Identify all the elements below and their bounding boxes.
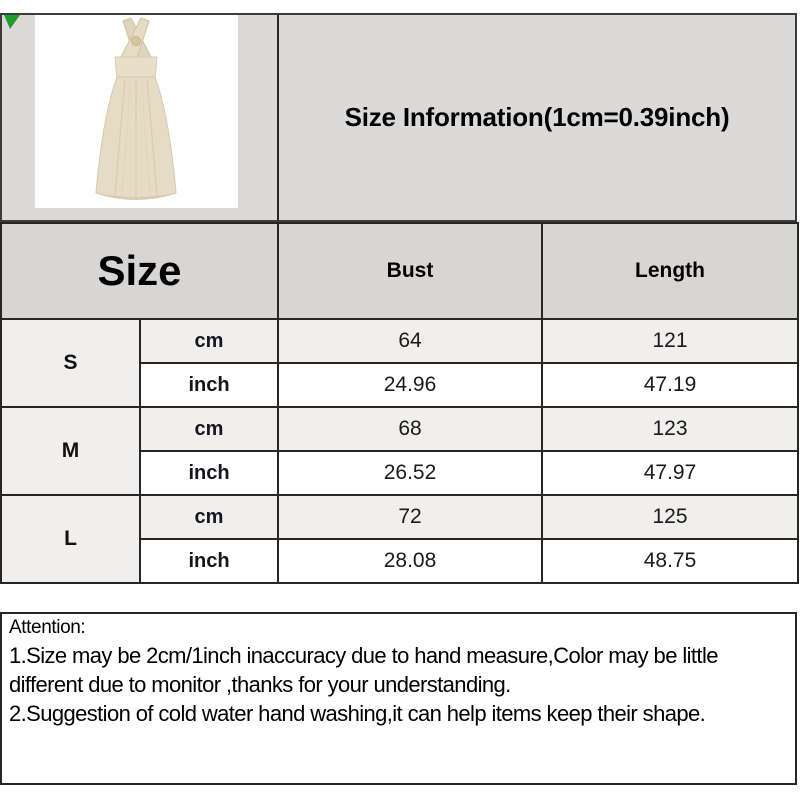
- length-value: 125: [541, 494, 800, 540]
- length-value: 121: [541, 318, 800, 364]
- unit-label: inch: [138, 362, 280, 408]
- table-row: L cm 72 125: [0, 494, 800, 584]
- size-label-l: L: [0, 494, 141, 584]
- page-title: Size Information(1cm=0.39inch): [344, 102, 730, 132]
- unit-label: inch: [138, 538, 280, 584]
- header-band: Size Information(1cm=0.39inch): [0, 13, 797, 222]
- length-value: 47.19: [541, 362, 800, 408]
- length-column-header: Length: [541, 222, 800, 320]
- table-row: inch 28.08 48.75: [1, 538, 800, 584]
- attention-heading: Attention:: [9, 617, 86, 638]
- size-label-m: M: [0, 406, 141, 496]
- attention-line-1: 1.Size may be 2cm/1inch inaccuracy due t…: [9, 642, 718, 697]
- unit-label: cm: [138, 406, 280, 452]
- bust-value: 28.08: [277, 538, 544, 584]
- unit-label: cm: [138, 318, 280, 364]
- attention-note: Attention: 1.Size may be 2cm/1inch inacc…: [0, 612, 797, 785]
- length-value: 47.97: [541, 450, 800, 496]
- table-row: S cm 64 121: [0, 318, 800, 408]
- size-table: Size Bust Length S cm 64 121 inch 24.96 …: [0, 222, 800, 584]
- table-row: M cm 68 123: [0, 406, 800, 496]
- product-photo: [35, 15, 238, 208]
- length-value: 48.75: [541, 538, 800, 584]
- size-label-s: S: [0, 318, 141, 408]
- table-row: inch 24.96 47.19: [1, 362, 800, 408]
- title-cell: Size Information(1cm=0.39inch): [277, 15, 795, 220]
- bust-value: 24.96: [277, 362, 544, 408]
- attention-line-2: 2.Suggestion of cold water hand washing,…: [9, 700, 706, 726]
- table-row: inch 26.52 47.97: [1, 450, 800, 496]
- bust-column-header: Bust: [277, 222, 544, 320]
- length-value: 123: [541, 406, 800, 452]
- bust-value: 68: [277, 406, 544, 452]
- table-header-row: Size Bust Length: [0, 222, 800, 320]
- corner-marker-icon: [4, 15, 20, 29]
- unit-label: inch: [138, 450, 280, 496]
- size-column-header: Size: [0, 222, 280, 320]
- bust-value: 72: [277, 494, 544, 540]
- bust-value: 64: [277, 318, 544, 364]
- dress-illustration: [95, 17, 177, 200]
- bust-value: 26.52: [277, 450, 544, 496]
- unit-label: cm: [138, 494, 280, 540]
